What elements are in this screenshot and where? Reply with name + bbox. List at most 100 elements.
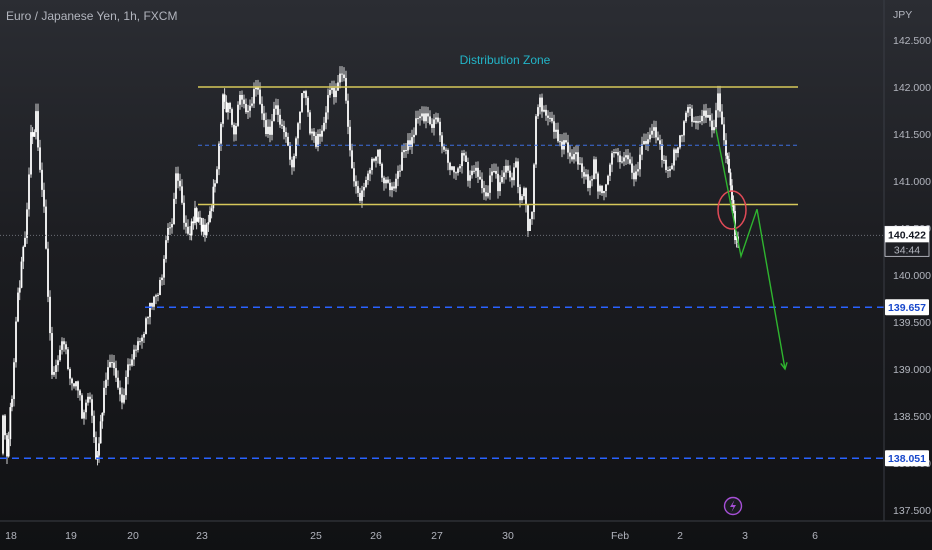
candle-body	[565, 140, 567, 143]
candle-body	[35, 111, 37, 133]
candle-body	[475, 167, 477, 171]
candle-body	[447, 150, 449, 163]
candle-body	[399, 170, 401, 172]
candle-body	[223, 94, 226, 102]
candle-body	[7, 439, 10, 457]
candle-body	[525, 188, 527, 206]
candle-body	[655, 127, 657, 138]
candle-body	[701, 115, 703, 122]
current-price-tag-top	[885, 226, 929, 243]
candle-body	[609, 164, 611, 176]
candle-body	[220, 123, 222, 144]
breakdown-highlight-circle[interactable]	[717, 190, 747, 230]
candle-body	[63, 341, 65, 345]
candle-body	[287, 136, 289, 146]
candle-body	[699, 121, 701, 123]
candle-body	[163, 258, 165, 278]
candle-body	[555, 129, 557, 132]
candle-body	[469, 175, 471, 181]
candle-body	[237, 104, 239, 126]
candle-body	[229, 102, 231, 110]
candle-body	[693, 120, 695, 122]
support-level-tag-label: 138.051	[888, 453, 926, 465]
candle-body	[317, 133, 319, 147]
candle-body	[617, 152, 619, 156]
projection-path[interactable]	[715, 129, 786, 370]
price-tick-label: 142.500	[893, 35, 931, 47]
candle-body	[225, 101, 228, 113]
time-tick-label: Feb	[611, 530, 629, 542]
candle-body	[69, 369, 71, 379]
candle-body	[633, 172, 635, 180]
candle-body	[22, 246, 25, 262]
candle-body	[333, 87, 335, 98]
candle-body	[275, 105, 277, 109]
candle-body	[443, 146, 445, 150]
time-axis[interactable]: 18 19 20 23 25 26 27 30 Feb 2 3 6	[0, 520, 932, 542]
candle-body	[267, 126, 269, 135]
candle-body	[93, 415, 95, 438]
candle-body	[553, 121, 555, 132]
candle-body	[79, 390, 81, 396]
candle-body	[231, 109, 233, 125]
candle-body	[405, 149, 407, 151]
candle-body	[289, 145, 291, 160]
candle-body	[659, 140, 661, 145]
candle-body	[99, 421, 102, 444]
candle-body	[419, 116, 421, 119]
candle-body	[205, 224, 208, 236]
candle-body	[131, 359, 133, 366]
candle-body	[593, 159, 595, 180]
candle-body	[11, 398, 13, 408]
candle-body	[623, 157, 625, 162]
candle-body	[551, 117, 553, 122]
candle-body	[109, 362, 111, 368]
candle-body	[89, 396, 91, 400]
candle-body	[657, 137, 659, 141]
candle-body	[4, 415, 6, 436]
candle-body	[529, 219, 531, 232]
price-tick-label: 139.500	[893, 317, 931, 329]
candle-body	[487, 192, 489, 197]
candle-body	[133, 349, 135, 360]
candle-body	[401, 152, 403, 171]
price-axis[interactable]: JPY142.500142.000141.500141.000140.50014…	[883, 0, 931, 550]
candle-body	[200, 217, 203, 232]
current-price-label: 140.422	[888, 229, 926, 241]
candle-body	[26, 209, 28, 238]
candle-body	[481, 179, 483, 189]
candle-body	[429, 116, 431, 125]
candle-body	[20, 261, 23, 288]
candle-body	[143, 333, 145, 338]
candle-body	[393, 186, 395, 189]
candle-body	[147, 317, 149, 319]
support-level-tag[interactable]	[885, 450, 929, 467]
candle-body	[541, 97, 543, 112]
support-level-tag[interactable]	[885, 299, 929, 316]
candle-body	[281, 124, 283, 126]
candle-body	[349, 126, 351, 151]
candle-body	[51, 333, 53, 375]
candle-body	[433, 119, 435, 128]
price-tick-label: 140.000	[893, 270, 931, 282]
candle-body	[477, 167, 479, 177]
plot-area[interactable]: Distribution Zone	[0, 53, 884, 516]
candle-body	[567, 142, 569, 153]
candle-body	[87, 396, 89, 403]
candle-body	[735, 236, 738, 240]
candle-body	[513, 167, 515, 181]
candle-body	[175, 173, 177, 199]
candle-body	[621, 161, 623, 163]
candle-body	[387, 179, 389, 183]
candle-body	[261, 103, 263, 114]
candle-body	[204, 224, 206, 236]
candle-body	[139, 341, 141, 343]
candle-body	[327, 95, 329, 113]
candle-body	[535, 116, 537, 165]
candle-body	[543, 109, 545, 112]
candle-body	[403, 149, 405, 153]
candle-body	[627, 155, 629, 160]
candle-body	[149, 302, 151, 318]
candle-body	[335, 90, 337, 98]
